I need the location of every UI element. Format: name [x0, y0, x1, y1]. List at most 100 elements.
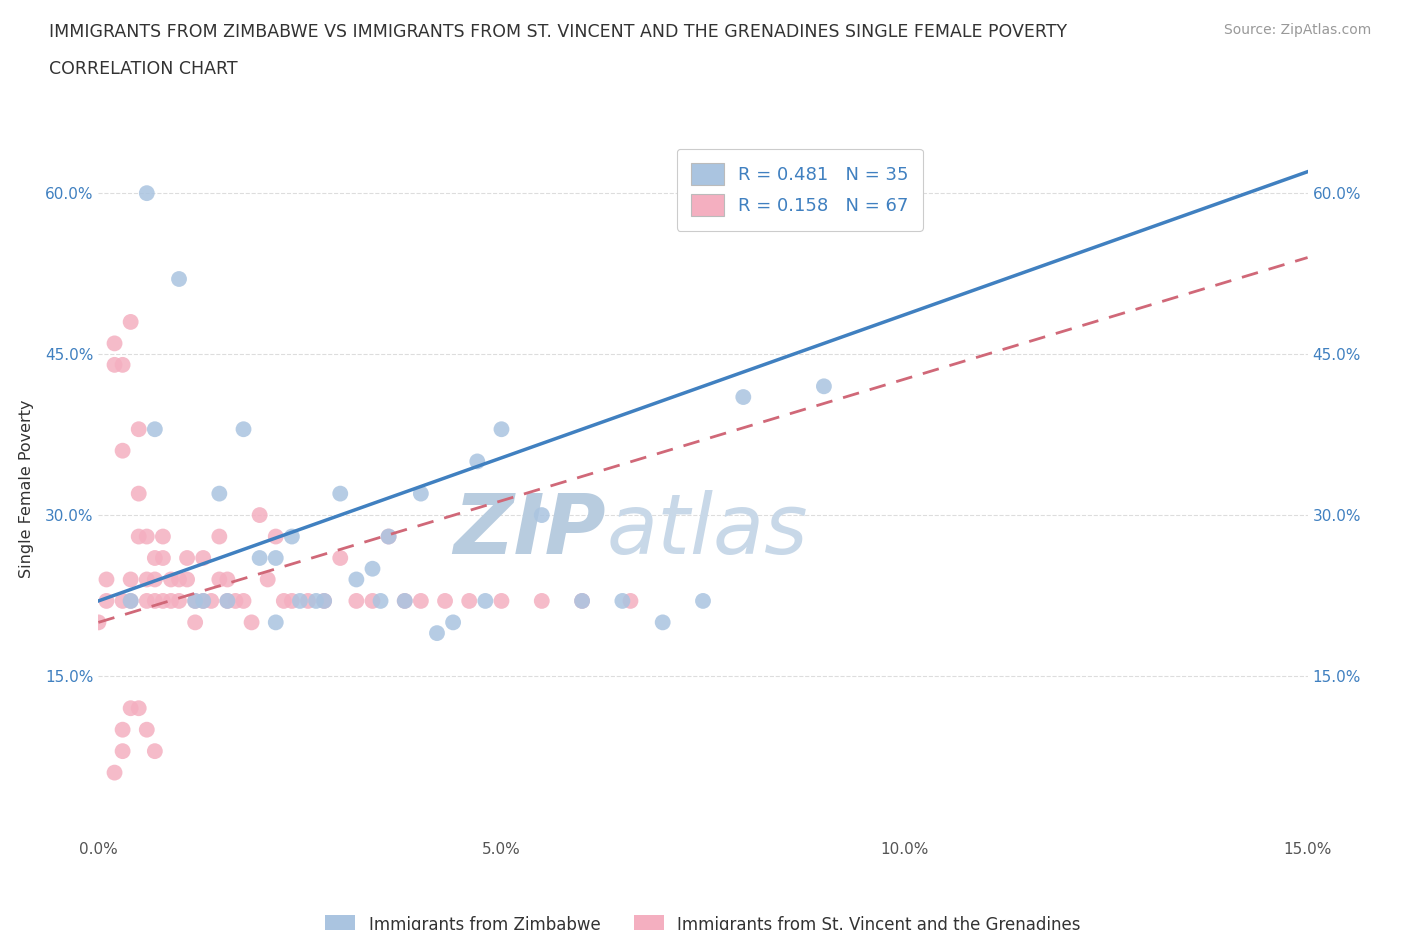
- Point: [200, 593, 222, 608]
- Point: [120, 314, 142, 329]
- Point: [733, 390, 755, 405]
- Point: [249, 508, 271, 523]
- Point: [184, 615, 207, 630]
- Point: [143, 422, 166, 437]
- Point: [288, 593, 311, 608]
- Point: [96, 572, 118, 587]
- Point: [394, 593, 416, 608]
- Point: [167, 272, 190, 286]
- Point: [344, 572, 367, 587]
- Point: [619, 593, 641, 608]
- Point: [394, 593, 416, 608]
- Point: [361, 593, 384, 608]
- Point: [249, 551, 271, 565]
- Point: [128, 701, 150, 716]
- Point: [176, 551, 198, 565]
- Point: [160, 572, 183, 587]
- Point: [264, 615, 287, 630]
- Point: [329, 551, 352, 565]
- Point: [530, 508, 553, 523]
- Point: [232, 422, 254, 437]
- Point: [692, 593, 714, 608]
- Point: [361, 562, 384, 577]
- Point: [377, 529, 399, 544]
- Point: [217, 572, 239, 587]
- Point: [160, 593, 183, 608]
- Point: [135, 572, 157, 587]
- Legend: Immigrants from Zimbabwe, Immigrants from St. Vincent and the Grenadines: Immigrants from Zimbabwe, Immigrants fro…: [319, 908, 1087, 930]
- Point: [491, 593, 513, 608]
- Point: [264, 551, 287, 565]
- Point: [426, 626, 449, 641]
- Text: ZIP: ZIP: [454, 489, 606, 571]
- Point: [120, 593, 142, 608]
- Point: [281, 593, 304, 608]
- Point: [103, 357, 125, 372]
- Point: [208, 529, 231, 544]
- Point: [571, 593, 593, 608]
- Point: [152, 529, 174, 544]
- Point: [474, 593, 496, 608]
- Point: [240, 615, 263, 630]
- Point: [281, 529, 304, 544]
- Point: [103, 336, 125, 351]
- Point: [176, 572, 198, 587]
- Point: [184, 593, 207, 608]
- Point: [128, 422, 150, 437]
- Point: [256, 572, 278, 587]
- Point: [208, 486, 231, 501]
- Point: [111, 357, 134, 372]
- Point: [167, 572, 190, 587]
- Point: [208, 572, 231, 587]
- Point: [128, 529, 150, 544]
- Point: [273, 593, 295, 608]
- Text: atlas: atlas: [606, 489, 808, 571]
- Point: [143, 744, 166, 759]
- Point: [135, 529, 157, 544]
- Point: [135, 593, 157, 608]
- Point: [111, 593, 134, 608]
- Point: [193, 593, 215, 608]
- Point: [143, 551, 166, 565]
- Point: [103, 765, 125, 780]
- Point: [344, 593, 367, 608]
- Point: [314, 593, 336, 608]
- Point: [111, 723, 134, 737]
- Text: CORRELATION CHART: CORRELATION CHART: [49, 60, 238, 78]
- Point: [465, 454, 488, 469]
- Point: [224, 593, 246, 608]
- Point: [120, 572, 142, 587]
- Point: [441, 615, 464, 630]
- Point: [370, 593, 392, 608]
- Point: [264, 529, 287, 544]
- Point: [409, 593, 432, 608]
- Point: [491, 422, 513, 437]
- Point: [152, 593, 174, 608]
- Point: [193, 551, 215, 565]
- Point: [96, 593, 118, 608]
- Point: [305, 593, 328, 608]
- Point: [409, 486, 432, 501]
- Point: [314, 593, 336, 608]
- Point: [120, 701, 142, 716]
- Point: [111, 444, 134, 458]
- Point: [232, 593, 254, 608]
- Point: [612, 593, 634, 608]
- Point: [120, 593, 142, 608]
- Point: [87, 615, 110, 630]
- Point: [217, 593, 239, 608]
- Point: [217, 593, 239, 608]
- Point: [377, 529, 399, 544]
- Point: [111, 744, 134, 759]
- Text: Source: ZipAtlas.com: Source: ZipAtlas.com: [1223, 23, 1371, 37]
- Point: [458, 593, 481, 608]
- Point: [135, 186, 157, 201]
- Point: [128, 486, 150, 501]
- Point: [135, 723, 157, 737]
- Point: [530, 593, 553, 608]
- Point: [571, 593, 593, 608]
- Point: [167, 593, 190, 608]
- Point: [143, 593, 166, 608]
- Point: [184, 593, 207, 608]
- Text: IMMIGRANTS FROM ZIMBABWE VS IMMIGRANTS FROM ST. VINCENT AND THE GRENADINES SINGL: IMMIGRANTS FROM ZIMBABWE VS IMMIGRANTS F…: [49, 23, 1067, 41]
